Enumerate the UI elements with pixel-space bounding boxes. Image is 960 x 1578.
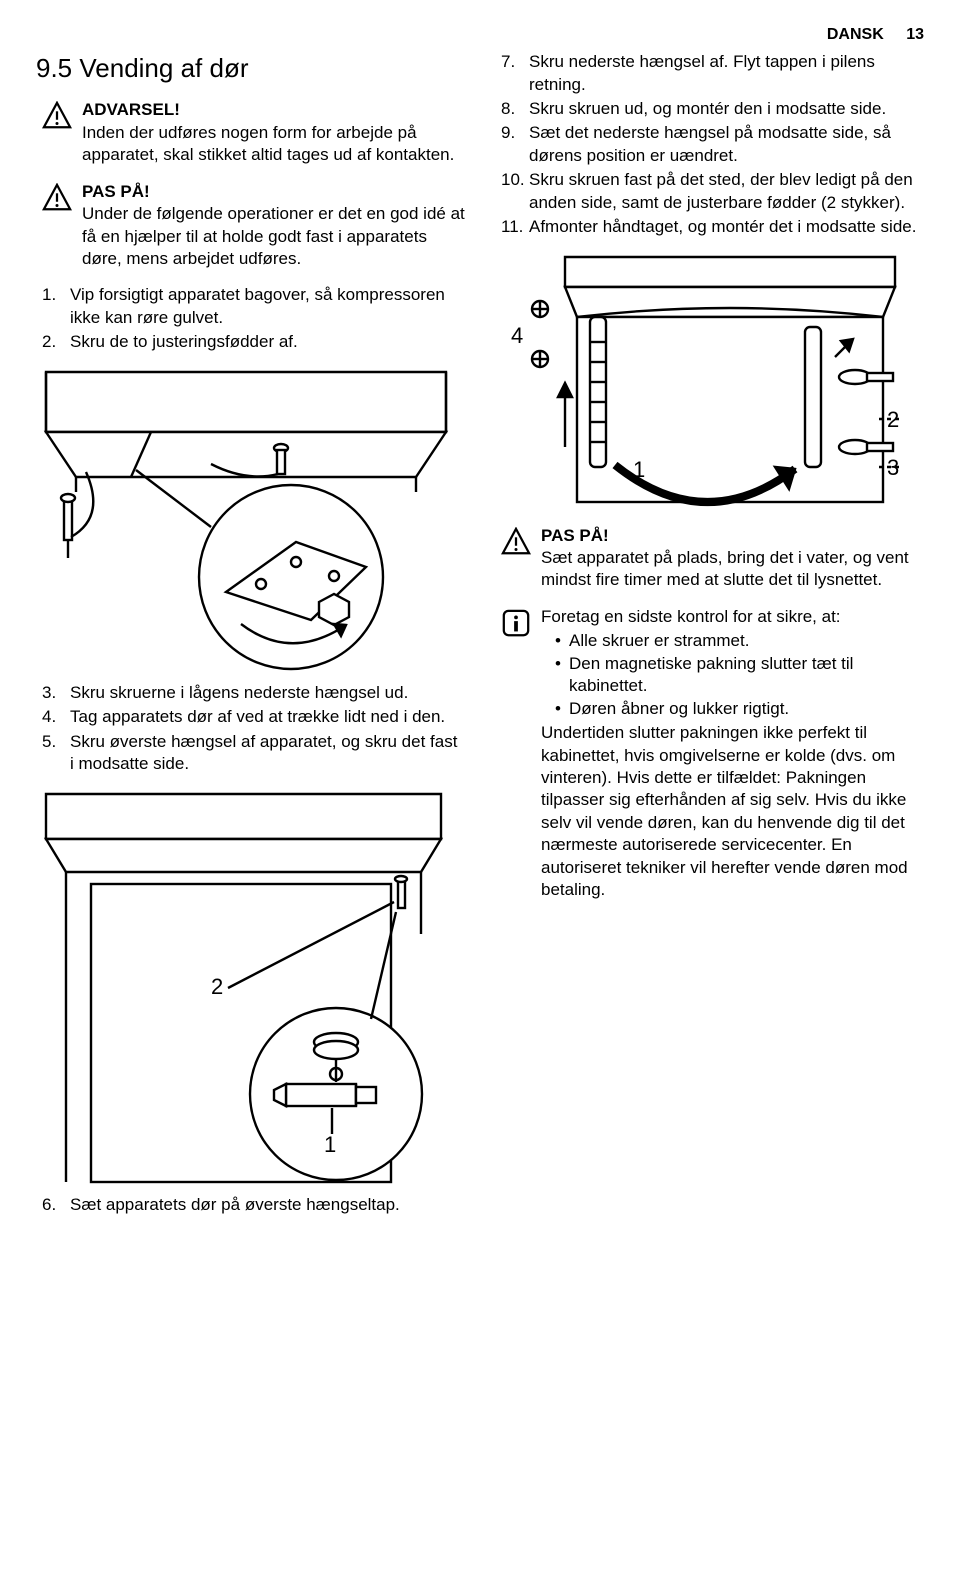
step-num: 7.	[501, 51, 515, 73]
list-item: 6. Sæt apparatets dør på øverste hængselt…	[42, 1194, 465, 1216]
list-item: 10.Skru skruen fast på det sted, der ble…	[501, 169, 924, 214]
svg-text:1: 1	[633, 457, 645, 482]
step-text: Tag apparatets dør af ved at trække lidt…	[70, 707, 445, 726]
step-num: 10.	[501, 169, 525, 191]
step-text: Skru skruen fast på det sted, der blev l…	[529, 170, 913, 211]
info-bullets: Alle skruer er strammet. Den magnetiske …	[541, 630, 924, 720]
bullet-text: Den magnetiske pakning slutter tæt til k…	[569, 654, 853, 695]
list-item: 9. Sæt det nederste hængsel på modsatte s…	[501, 122, 924, 167]
svg-text:4: 4	[511, 323, 523, 348]
step-text: Skru nederste hængsel af. Flyt tappen i …	[529, 52, 875, 93]
list-item: Døren åbner og lukker rigtigt.	[555, 698, 924, 720]
warning-icon	[42, 183, 72, 213]
step-text: Skru skruerne i lågens nederste hængsel …	[70, 683, 408, 702]
step-text: Skru de to justeringsfødder af.	[70, 332, 298, 351]
warning-icon	[42, 101, 72, 131]
svg-text:2: 2	[211, 974, 223, 999]
step-text: Sæt apparatets dør på øverste hængseltap…	[70, 1195, 400, 1214]
steps-c: 6. Sæt apparatets dør på øverste hængselt…	[36, 1194, 465, 1216]
step-text: Skru øverste hængsel af apparatet, og sk…	[70, 732, 457, 773]
list-item: 3. Skru skruerne i lågens nederste hængse…	[42, 682, 465, 704]
svg-text:1: 1	[324, 1132, 336, 1157]
info-icon	[501, 608, 531, 638]
step-num: 5.	[42, 731, 56, 753]
step-num: 11.	[501, 216, 523, 238]
step-num: 6.	[42, 1194, 56, 1216]
caution2-text: Sæt apparatet på plads, bring det i vate…	[541, 547, 924, 592]
list-item: 7. Skru nederste hængsel af. Flyt tappen …	[501, 51, 924, 96]
figure-top-hinge: 2 1	[36, 784, 465, 1184]
step-num: 8.	[501, 98, 515, 120]
header-pagenum: 13	[906, 26, 924, 43]
step-num: 1.	[42, 284, 56, 306]
figure-bottom-screws	[36, 362, 465, 672]
steps-a: 1. Vip forsigtigt apparatet bagover, så k…	[36, 284, 465, 353]
list-item: Alle skruer er strammet.	[555, 630, 924, 652]
info-callout: Foretag en sidste kontrol for at sikre, …	[495, 606, 924, 902]
warning-text: Inden der udføres nogen form for arbejde…	[82, 122, 465, 167]
caution1-label: PAS PÅ!	[82, 181, 465, 203]
step-num: 2.	[42, 331, 56, 353]
caution2-callout: PAS PÅ! Sæt apparatet på plads, bring de…	[495, 525, 924, 592]
list-item: 4. Tag apparatets dør af ved at trække li…	[42, 706, 465, 728]
info-intro: Foretag en sidste kontrol for at sikre, …	[541, 606, 924, 628]
warning-icon	[501, 527, 531, 557]
step-text: Sæt det nederste hængsel på modsatte sid…	[529, 123, 891, 164]
bullet-text: Alle skruer er strammet.	[569, 631, 749, 650]
caution1-text: Under de følgende operationer er det en …	[82, 203, 465, 270]
info-note: Undertiden slutter pakningen ikke perfek…	[541, 722, 924, 902]
steps-b: 3. Skru skruerne i lågens nederste hængse…	[36, 682, 465, 776]
step-num: 4.	[42, 706, 56, 728]
bullet-text: Døren åbner og lukker rigtigt.	[569, 699, 789, 718]
step-text: Vip forsigtigt apparatet bagover, så kom…	[70, 285, 445, 326]
figure-handle-swap: 4 1	[495, 247, 924, 507]
warning-callout: ADVARSEL! Inden der udføres nogen form f…	[36, 99, 465, 166]
section-heading: 9.5 Vending af dør	[36, 51, 465, 85]
header-lang: DANSK	[827, 26, 884, 43]
list-item: 11. Afmonter håndtaget, og montér det i m…	[501, 216, 924, 238]
step-text: Skru skruen ud, og montér den i modsatte…	[529, 99, 886, 118]
list-item: 2. Skru de to justeringsfødder af.	[42, 331, 465, 353]
list-item: 1. Vip forsigtigt apparatet bagover, så k…	[42, 284, 465, 329]
list-item: 8. Skru skruen ud, og montér den i modsat…	[501, 98, 924, 120]
caution1-callout: PAS PÅ! Under de følgende operationer er…	[36, 181, 465, 271]
step-num: 9.	[501, 122, 515, 144]
steps-r: 7. Skru nederste hængsel af. Flyt tappen …	[495, 51, 924, 239]
step-num: 3.	[42, 682, 56, 704]
caution2-label: PAS PÅ!	[541, 525, 924, 547]
left-column: 9.5 Vending af dør ADVARSEL! Inden der u…	[36, 51, 465, 1224]
list-item: 5. Skru øverste hængsel af apparatet, og …	[42, 731, 465, 776]
warning-label: ADVARSEL!	[82, 99, 465, 121]
step-text: Afmonter håndtaget, og montér det i mods…	[529, 217, 916, 236]
right-column: 7. Skru nederste hængsel af. Flyt tappen …	[495, 51, 924, 1224]
list-item: Den magnetiske pakning slutter tæt til k…	[555, 653, 924, 698]
page-header: DANSK 13	[36, 24, 924, 45]
